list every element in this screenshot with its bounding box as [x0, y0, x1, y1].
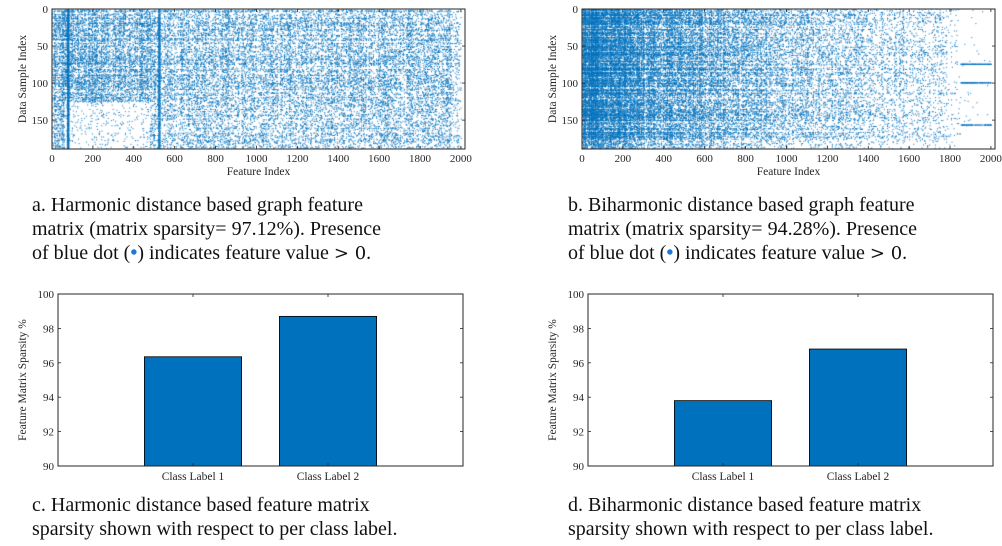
x-tick-label: 2000: [980, 153, 1002, 165]
y-tick-label: 100: [38, 289, 55, 301]
plot-area: [58, 294, 463, 466]
y-tick-label: 94: [43, 392, 55, 404]
caption-b-math: > 0: [869, 243, 903, 264]
panel-d-biharmonic-bars: Class Label 1 Class Label 2 90 92 94 96 98 100 F…: [530, 283, 1002, 488]
x-tick-label: 1800: [409, 153, 432, 165]
y-tick-label: 100: [568, 289, 585, 301]
y-tick-label: 150: [32, 115, 49, 127]
caption-a-line3-text2: ) indicates feature value: [137, 242, 334, 264]
y-axis-label: Feature Matrix Sparsity %: [547, 319, 559, 441]
x-tick-label: 400: [656, 153, 673, 165]
bar-1: [143, 356, 242, 467]
caption-d: d. Biharmonic distance based feature mat…: [568, 493, 933, 541]
x-tick-label: 2000: [450, 153, 473, 165]
y-tick-label: 100: [562, 78, 579, 90]
blue-dot-icon: •: [130, 242, 138, 264]
biharmonic-sparsity-bar-chart: Class Label 1 Class Label 2 90 92 94 96 98 100 F…: [547, 289, 994, 483]
matrix-dots-image: [582, 9, 995, 149]
y-tick-label: 0: [43, 4, 49, 16]
y-tick-label: 96: [43, 358, 55, 370]
x-tick-label: 1400: [857, 153, 880, 165]
x-tick-label: 600: [166, 153, 183, 165]
x-tick-label: 1800: [939, 153, 962, 165]
y-axis-label: Data Sample Index: [17, 35, 29, 123]
y-tick-label: 96: [573, 358, 585, 370]
x-tick-label: 1600: [898, 153, 921, 165]
caption-a-math: > 0: [333, 243, 367, 264]
y-tick-label: 90: [573, 461, 585, 473]
x-tick-label: Class Label 2: [297, 471, 360, 483]
x-axis-label: Feature Index: [227, 166, 291, 178]
y-tick-label: 92: [573, 427, 584, 439]
caption-b-line3-text2: ) indicates feature value: [673, 242, 870, 264]
panel-b-biharmonic-matrix: 0 200 400 600 800 1000 1200 1400 1600 1800 2000 0 50…: [530, 0, 1002, 190]
axes-frame: [587, 293, 994, 467]
x-tick-label: 1400: [327, 153, 350, 165]
axes-frame: [581, 8, 996, 150]
caption-d-line1: d. Biharmonic distance based feature mat…: [568, 494, 922, 516]
x-tick-label: Class Label 2: [827, 471, 890, 483]
y-tick-label: 98: [573, 323, 585, 335]
matrix-dots-image: [52, 9, 465, 149]
y-tick-label: 50: [567, 41, 579, 53]
caption-b-line3: of blue dot (•) indicates feature value …: [568, 241, 917, 266]
caption-b-line3-text: of blue dot (: [568, 242, 667, 264]
x-tick-label: 1000: [775, 153, 798, 165]
x-axis-label: Feature Index: [757, 166, 821, 178]
panel-c-harmonic-bars: Class Label 1 Class Label 2 90 92 94 96 98 100 F…: [0, 283, 470, 488]
caption-c-line2: sparsity shown with respect to per class…: [32, 518, 398, 540]
y-tick-label: 92: [43, 427, 54, 439]
caption-b: b. Biharmonic distance based graph featu…: [568, 193, 917, 266]
caption-b-line2: matrix (matrix sparsity= 94.28%). Presen…: [568, 218, 917, 240]
x-tick-label: Class Label 1: [162, 471, 225, 483]
bar-1: [673, 400, 772, 467]
y-tick-label: 100: [32, 78, 49, 90]
caption-a-line3-text: of blue dot (: [32, 242, 131, 264]
x-tick-label: 600: [696, 153, 713, 165]
caption-d-line2: sparsity shown with respect to per class…: [568, 518, 934, 540]
caption-c: c. Harmonic distance based feature matri…: [32, 493, 397, 541]
x-tick-label: 400: [126, 153, 143, 165]
bar-2: [278, 315, 377, 467]
y-tick-label: 0: [573, 4, 579, 16]
bar-2: [808, 348, 907, 467]
x-tick-label: 800: [207, 153, 224, 165]
y-tick-label: 98: [43, 323, 55, 335]
x-tick-label: Class Label 1: [692, 471, 755, 483]
y-tick-label: 94: [573, 392, 585, 404]
y-tick-label: 90: [43, 461, 55, 473]
y-tick-label: 150: [562, 115, 579, 127]
panel-a-harmonic-matrix: 0 200 400 600 800 1000 1200 1400 1600 1800 2000 0 50…: [0, 0, 473, 190]
x-tick-label: 1600: [368, 153, 391, 165]
x-tick-label: 200: [615, 153, 632, 165]
axes-frame: [51, 8, 466, 150]
biharmonic-matrix-plot: 0 200 400 600 800 1000 1200 1400 1600 1800 2000 0 50…: [547, 4, 1002, 178]
caption-a: a. Harmonic distance based graph feature…: [32, 193, 381, 266]
blue-dot-icon: •: [666, 242, 674, 264]
y-axis-label: Feature Matrix Sparsity %: [17, 319, 29, 441]
caption-a-line2: matrix (matrix sparsity= 97.12%). Presen…: [32, 218, 381, 240]
harmonic-sparsity-bar-chart: Class Label 1 Class Label 2 90 92 94 96 98 100 F…: [17, 289, 464, 483]
x-tick-label: 0: [579, 153, 585, 165]
caption-a-line1: a. Harmonic distance based graph feature: [32, 194, 363, 216]
x-tick-label: 1200: [286, 153, 309, 165]
caption-b-line1: b. Biharmonic distance based graph featu…: [568, 194, 915, 216]
axes-frame: [57, 293, 464, 467]
y-axis-label: Data Sample Index: [547, 35, 559, 123]
x-tick-label: 0: [49, 153, 55, 165]
y-tick-label: 50: [37, 41, 49, 53]
caption-b-line3-end: .: [902, 242, 908, 264]
caption-a-line3-end: .: [366, 242, 372, 264]
harmonic-matrix-plot: 0 200 400 600 800 1000 1200 1400 1600 1800 2000 0 50…: [17, 4, 473, 178]
x-tick-label: 200: [85, 153, 102, 165]
caption-a-line3: of blue dot (•) indicates feature value …: [32, 241, 381, 266]
plot-area: [588, 294, 993, 466]
x-tick-label: 800: [737, 153, 754, 165]
caption-c-line1: c. Harmonic distance based feature matri…: [32, 494, 370, 516]
x-tick-label: 1000: [245, 153, 268, 165]
x-tick-label: 1200: [816, 153, 839, 165]
